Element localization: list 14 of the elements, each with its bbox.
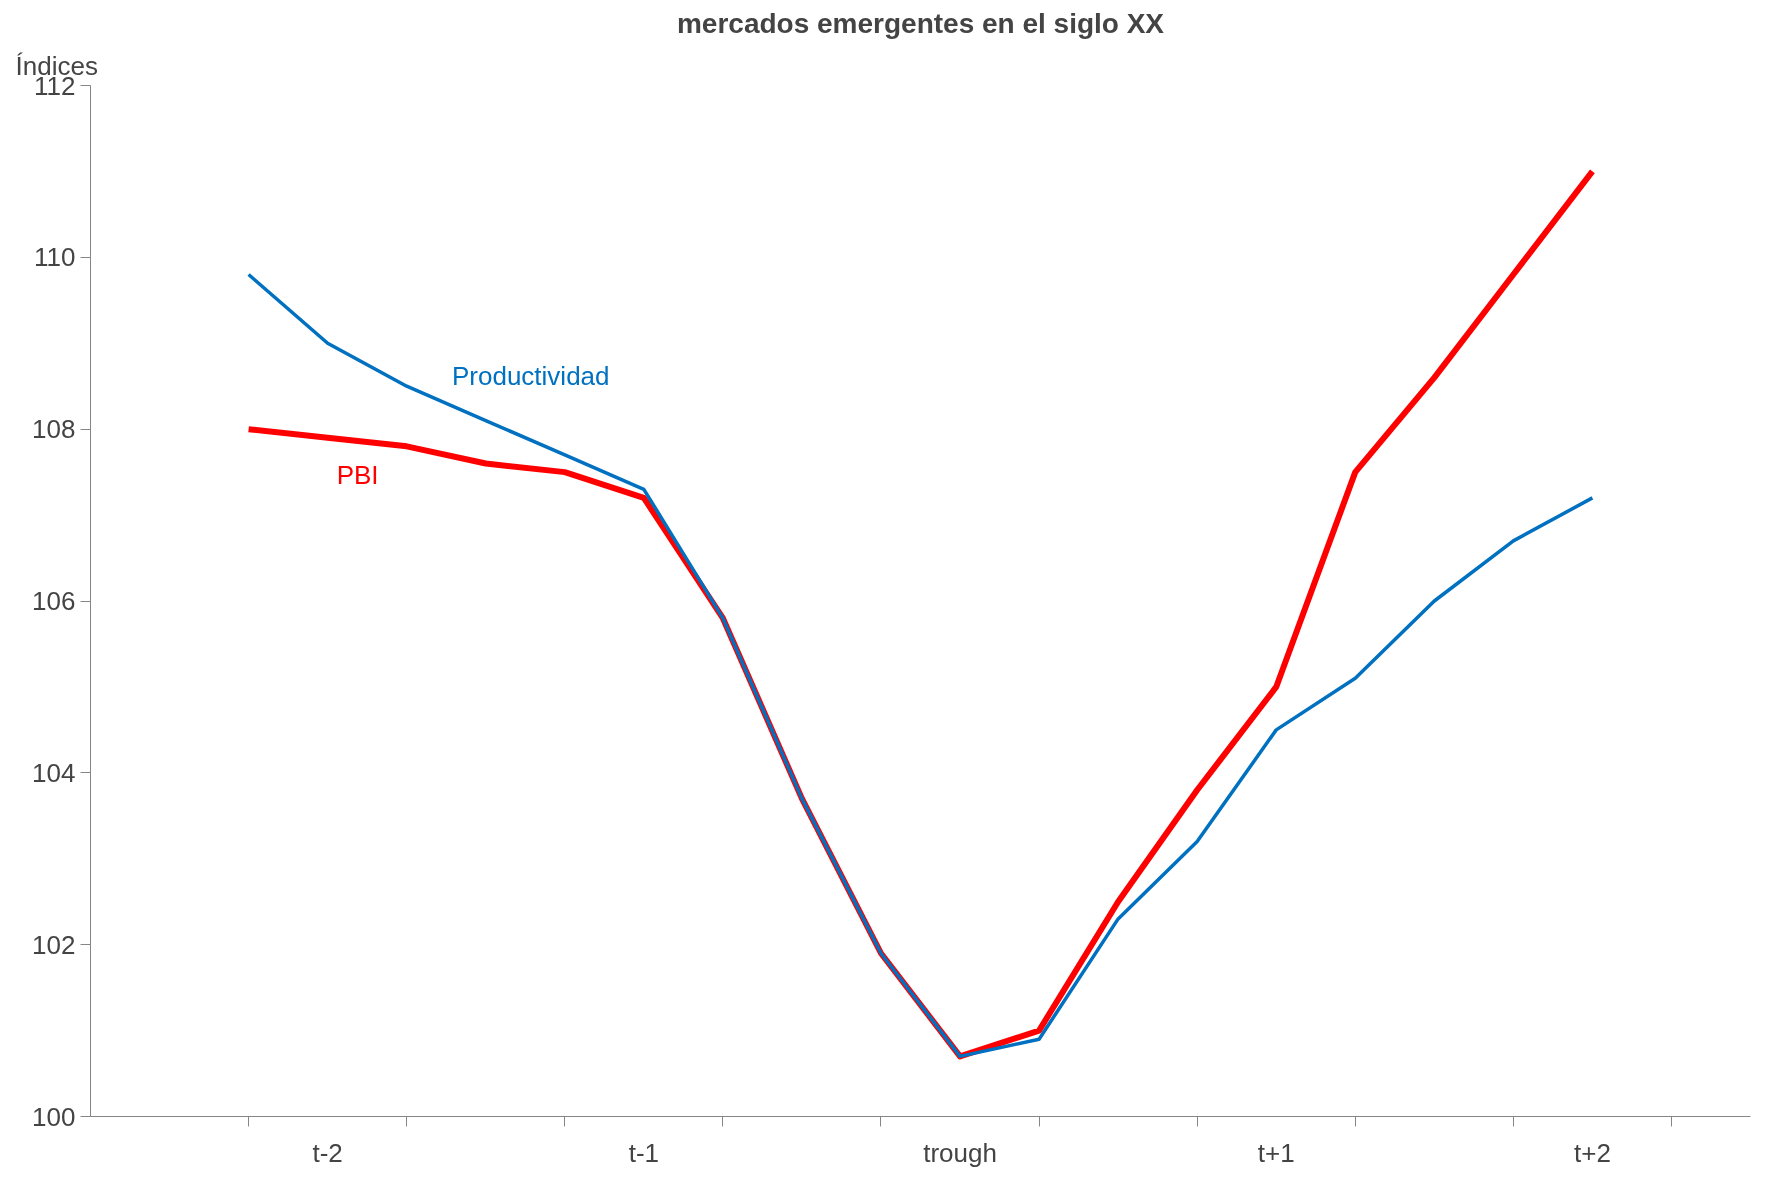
chart-title: mercados emergentes en el siglo XX bbox=[676, 7, 1165, 39]
y-tick-label: 104 bbox=[32, 757, 76, 788]
y-tick-label: 110 bbox=[34, 242, 76, 273]
y-tick-label: 100 bbox=[32, 1101, 76, 1132]
x-tick-label: t+1 bbox=[1257, 1137, 1295, 1168]
x-tick-label: t-1 bbox=[628, 1137, 660, 1168]
series-label: Productividad bbox=[451, 360, 610, 391]
y-tick-label: 108 bbox=[32, 414, 76, 445]
x-tick-label: trough bbox=[923, 1137, 997, 1168]
x-tick-label: t+2 bbox=[1573, 1137, 1611, 1168]
x-tick-label: t-2 bbox=[312, 1137, 343, 1168]
series-label: PBI bbox=[336, 459, 379, 490]
y-tick-label: 102 bbox=[32, 929, 76, 960]
y-tick-label: 106 bbox=[32, 586, 76, 616]
